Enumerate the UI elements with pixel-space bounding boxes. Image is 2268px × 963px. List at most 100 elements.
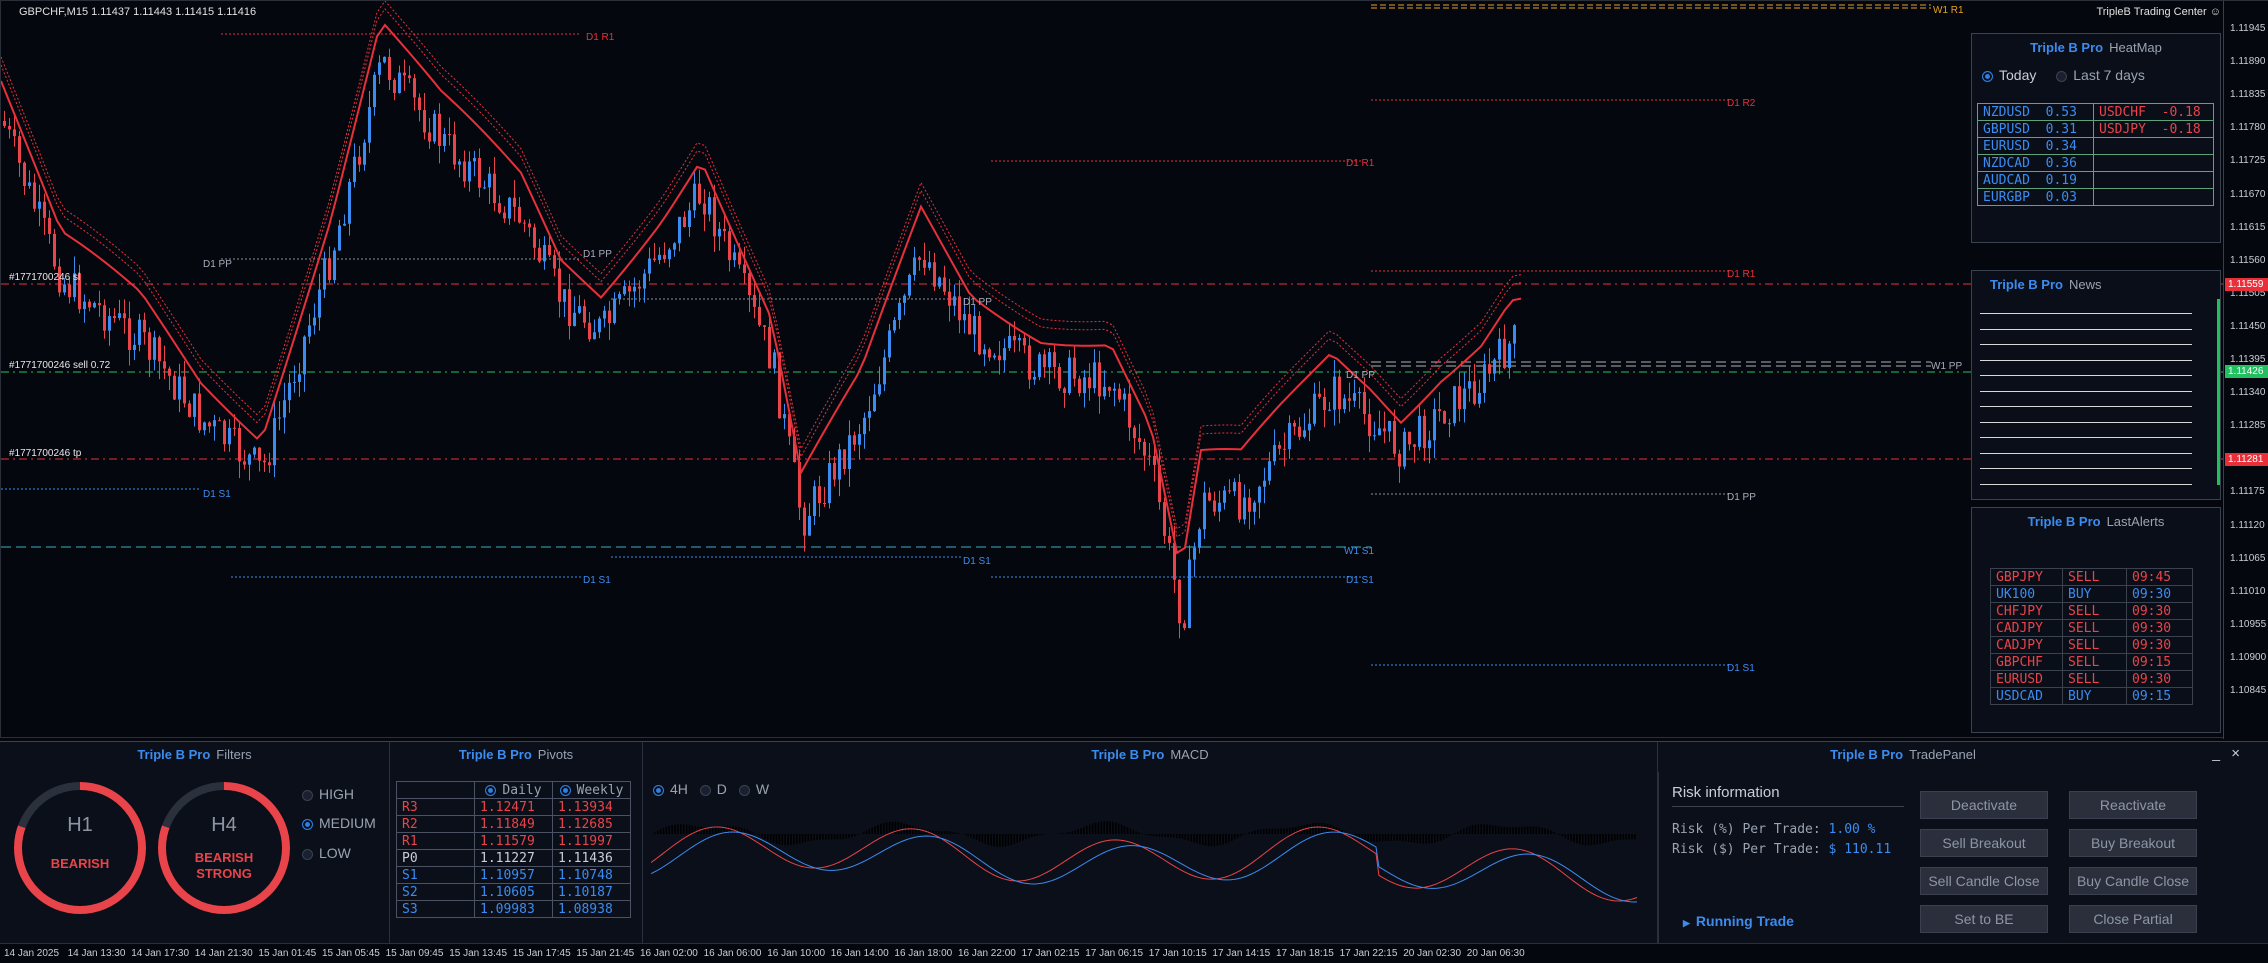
alert-direction: SELL: [2062, 670, 2127, 688]
candle-body: [858, 434, 861, 445]
reactivate-button[interactable]: Reactivate: [2069, 791, 2197, 819]
macd-histogram-bar: [1289, 827, 1291, 834]
macd-histogram-bar: [1039, 834, 1042, 836]
tradepanel-title: Triple B Pro TradePanel: [1830, 747, 1976, 762]
level-label-d1-pp: D1 PP: [203, 259, 232, 270]
level-label-d1-r1: D1 R1: [1346, 158, 1375, 169]
macd-histogram-bar: [897, 822, 900, 834]
candle-body: [323, 258, 326, 290]
macd-histogram-bar: [1132, 830, 1134, 834]
news-row[interactable]: [1980, 299, 2192, 314]
pivot-daily-header[interactable]: Daily: [474, 781, 553, 799]
risk-percent: Risk (%) Per Trade: 1.00 %: [1672, 822, 1876, 837]
sell-candle-close-button[interactable]: Sell Candle Close: [1920, 867, 2048, 895]
level-label-w1-r1: W1 R1: [1933, 5, 1964, 16]
candle-body: [948, 291, 951, 306]
level-label-d1-pp: D1 PP: [583, 249, 612, 260]
news-row[interactable]: [1980, 423, 2192, 438]
set-to-be-button[interactable]: Set to BE: [1920, 905, 2048, 933]
macd-histogram-bar: [984, 834, 987, 844]
news-row[interactable]: [1980, 408, 2192, 423]
candle-body: [1188, 559, 1191, 628]
macd-histogram-bar: [674, 824, 676, 834]
candle-body: [158, 337, 161, 362]
candle-body: [1028, 345, 1031, 380]
radio-today[interactable]: Today: [1982, 67, 2036, 83]
pivot-level: S3: [396, 900, 475, 918]
macd-histogram-bar: [1277, 828, 1279, 834]
candle-body: [173, 375, 176, 400]
macd-histogram-bar: [874, 826, 876, 834]
macd-histogram-bar: [816, 834, 818, 840]
macd-histogram-bar: [1599, 834, 1601, 844]
macd-histogram-bar: [1402, 834, 1404, 842]
news-row[interactable]: [1980, 315, 2192, 330]
candle-body: [1098, 362, 1101, 397]
buy-candle-close-button[interactable]: Buy Candle Close: [2069, 867, 2197, 895]
filters-title: Triple B Pro Filters: [137, 747, 252, 762]
macd-histogram-bar: [1529, 826, 1532, 834]
close-button[interactable]: ×: [2231, 745, 2240, 762]
macd-histogram-bar: [827, 834, 830, 840]
strength-medium[interactable]: MEDIUM: [302, 815, 376, 831]
heatmap-row: NZDUSD 0.53: [1977, 103, 2094, 121]
sell-breakout-button[interactable]: Sell Breakout: [1920, 829, 2048, 857]
macd-histogram-bar: [1068, 831, 1071, 834]
news-scrollbar[interactable]: [2217, 299, 2220, 485]
macd-histogram-bar: [1407, 834, 1410, 842]
news-row[interactable]: [1980, 377, 2192, 392]
pivot-weekly-value: 1.08938: [552, 900, 631, 918]
candle-body: [318, 289, 321, 318]
news-row[interactable]: [1980, 330, 2192, 345]
candle-body: [178, 376, 181, 400]
candle-body: [473, 157, 476, 162]
candle-body: [723, 228, 726, 232]
macd-histogram-bar: [914, 826, 917, 834]
macd-histogram-bar: [1512, 827, 1514, 834]
strength-high[interactable]: HIGH: [302, 786, 354, 802]
macd-histogram-bar: [1175, 834, 1178, 838]
macd-histogram-bar: [778, 834, 781, 845]
candle-body: [1038, 354, 1041, 377]
radio-last-7-days[interactable]: Last 7 days: [2056, 67, 2145, 83]
strength-low[interactable]: LOW: [302, 845, 351, 861]
macd-histogram-bar: [865, 830, 868, 834]
macd-histogram-bar: [697, 826, 699, 834]
news-row[interactable]: [1980, 361, 2192, 376]
macd-histogram-bar: [1100, 821, 1103, 834]
heatmap-row: NZDCAD 0.36: [1977, 154, 2094, 172]
level-label-d1-r1: D1 R1: [1727, 269, 1756, 280]
macd-histogram-bar: [1088, 824, 1091, 834]
candle-body: [1513, 325, 1516, 344]
pivot-weekly-header[interactable]: Weekly: [552, 781, 631, 799]
candle-body: [873, 394, 876, 412]
news-row[interactable]: [1980, 439, 2192, 454]
price-chart[interactable]: GBPCHF,M15 1.11437 1.11443 1.11415 1.114…: [0, 0, 2268, 739]
macd-tf-w[interactable]: W: [738, 781, 769, 797]
candle-body: [248, 454, 251, 465]
pivot-level: R3: [396, 798, 475, 816]
close-partial-button[interactable]: Close Partial: [2069, 905, 2197, 933]
macd-histogram-bar: [1500, 826, 1503, 834]
price-tick-label: 1.11890: [2230, 56, 2266, 68]
radio-icon: [738, 784, 750, 796]
alert-time: 09:30: [2126, 670, 2193, 688]
candle-body: [1073, 357, 1076, 379]
running-trade-toggle[interactable]: ▶ Running Trade: [1683, 913, 1794, 929]
macd-tf-4h[interactable]: 4H: [653, 781, 688, 797]
candlestick-chart[interactable]: [1, 1, 2223, 739]
macd-histogram-bar: [1106, 821, 1108, 834]
macd-histogram-bar: [964, 834, 966, 835]
candle-body: [1303, 430, 1306, 437]
deactivate-button[interactable]: Deactivate: [1920, 791, 2048, 819]
news-row[interactable]: [1980, 392, 2192, 407]
macd-tf-d[interactable]: D: [699, 781, 727, 797]
news-row[interactable]: [1980, 346, 2192, 361]
candle-body: [553, 255, 556, 269]
macd-histogram-bar: [1007, 834, 1010, 846]
minimize-button[interactable]: _: [2212, 745, 2220, 761]
candle-body: [438, 113, 441, 146]
news-row[interactable]: [1980, 454, 2192, 469]
news-row[interactable]: [1980, 470, 2192, 485]
buy-breakout-button[interactable]: Buy Breakout: [2069, 829, 2197, 857]
